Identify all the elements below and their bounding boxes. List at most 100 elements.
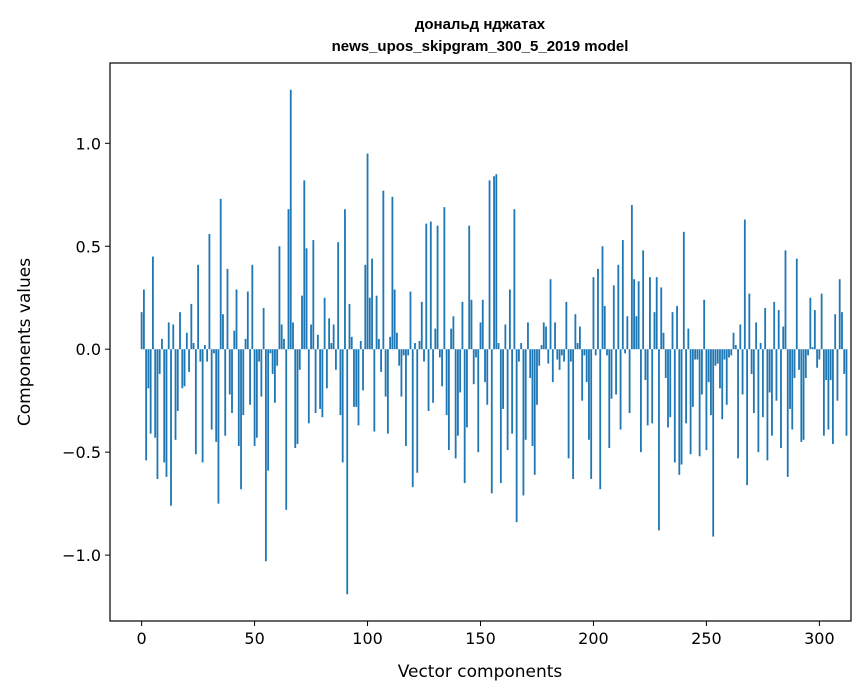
bar	[845, 349, 848, 436]
bar	[807, 349, 809, 356]
y-tick-label: 0.5	[76, 237, 101, 256]
bar	[737, 349, 739, 459]
bar	[441, 349, 443, 387]
bar	[676, 305, 678, 350]
bar	[540, 345, 543, 350]
bar	[348, 303, 351, 350]
bar	[816, 349, 819, 368]
bar	[310, 324, 312, 350]
bar	[597, 268, 599, 350]
bar	[551, 349, 554, 383]
bar	[716, 349, 719, 364]
bar	[185, 332, 188, 350]
bar	[579, 326, 581, 350]
bar	[427, 349, 430, 411]
bar	[493, 176, 495, 350]
bar	[183, 349, 186, 387]
bar	[583, 349, 586, 356]
bar	[832, 349, 834, 444]
bar	[640, 349, 642, 453]
bar	[222, 314, 224, 350]
bar	[707, 349, 710, 383]
bar	[608, 349, 611, 449]
bar	[687, 328, 690, 350]
bar	[438, 349, 441, 358]
bar	[748, 293, 751, 350]
bar	[825, 349, 828, 381]
bar	[773, 301, 776, 350]
bar	[710, 349, 712, 416]
bar	[219, 198, 222, 350]
bar	[777, 310, 780, 350]
bar	[556, 349, 559, 360]
chart-subtitle: news_upos_skipgram_300_5_2019 model	[332, 38, 629, 55]
bar	[161, 338, 163, 350]
bar	[572, 349, 575, 479]
bar	[843, 349, 846, 374]
bar	[423, 349, 425, 362]
bar	[368, 297, 371, 350]
y-axis-label: Components values	[15, 258, 35, 426]
bar	[637, 281, 640, 350]
bar	[513, 209, 516, 350]
bar	[147, 349, 150, 389]
bar	[145, 349, 148, 461]
bar	[759, 343, 762, 350]
bar	[362, 349, 364, 391]
bar	[244, 338, 247, 350]
bar	[172, 324, 175, 350]
bar	[651, 349, 654, 424]
bar	[434, 328, 437, 350]
bar	[190, 303, 193, 350]
bar	[400, 349, 403, 397]
bar	[303, 180, 306, 350]
bar	[140, 312, 143, 350]
bar	[536, 349, 538, 405]
bar	[723, 349, 726, 360]
bar	[366, 153, 369, 350]
bar	[353, 349, 355, 407]
bar	[522, 349, 525, 496]
bar	[255, 349, 258, 438]
bar	[696, 349, 699, 360]
bar	[721, 349, 724, 420]
bar	[499, 349, 502, 484]
bar	[192, 343, 195, 350]
bar	[547, 349, 550, 364]
y-axis: −1.0 −0.5 0.0 0.5 1.0	[62, 134, 110, 565]
bar	[278, 246, 281, 350]
bar	[780, 349, 782, 449]
bar	[617, 264, 620, 350]
chart-title: дональд нджатах	[415, 16, 546, 33]
x-tick-label: 0	[137, 629, 147, 648]
bar	[524, 349, 527, 440]
bar	[463, 349, 466, 484]
bar	[834, 314, 837, 350]
bar	[766, 349, 769, 461]
bar	[289, 89, 292, 350]
bar	[199, 349, 202, 362]
bar	[606, 349, 608, 356]
bar	[581, 349, 584, 401]
bar	[728, 349, 730, 358]
bar	[502, 349, 504, 409]
x-axis-label: Vector components	[398, 662, 563, 682]
bar	[802, 349, 805, 440]
bar	[628, 349, 631, 414]
bar	[669, 349, 672, 418]
bar	[454, 349, 457, 459]
bar	[407, 349, 410, 356]
bar	[673, 349, 676, 463]
bar	[789, 349, 791, 409]
bar	[725, 349, 728, 405]
bar	[398, 349, 401, 366]
bar	[179, 312, 181, 350]
bar	[224, 349, 227, 436]
bar	[818, 349, 821, 360]
bar	[325, 349, 328, 389]
bar	[405, 349, 407, 446]
bar	[258, 349, 261, 362]
bar	[305, 248, 308, 350]
bar	[775, 349, 778, 401]
bar	[432, 349, 434, 403]
